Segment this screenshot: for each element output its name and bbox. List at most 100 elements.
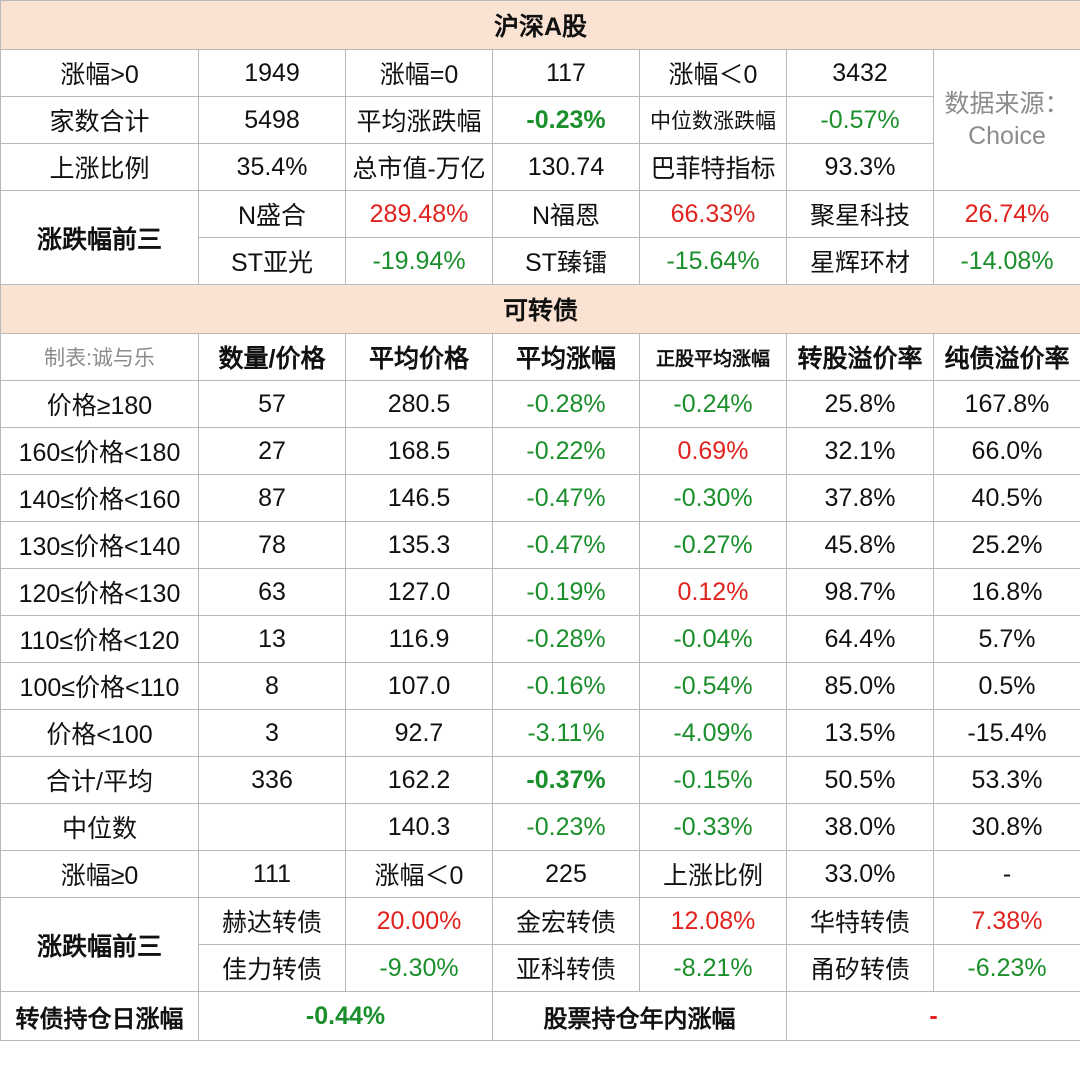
- cb-price-bucket-cell: 价格<100: [0, 709, 199, 757]
- cb-count-cell: 13: [198, 615, 346, 663]
- cb-avg-price-cell: 107.0: [345, 662, 493, 710]
- cb-bond-premium-cell: 53.3%: [933, 756, 1080, 804]
- a-median-change-value: -0.57%: [786, 96, 934, 144]
- cb-loser-2-pct: -8.21%: [639, 944, 787, 992]
- cb-header-stock-avg-change: 正股平均涨幅: [639, 333, 787, 381]
- cb-count-cell: 63: [198, 568, 346, 616]
- a-gainer-3-name: 聚星科技: [786, 190, 934, 238]
- cb-price-bucket-cell: 合计/平均: [0, 756, 199, 804]
- cb-count-cell: 78: [198, 521, 346, 569]
- cb-header-bond-premium: 纯债溢价率: [933, 333, 1080, 381]
- a-buffett-value: 93.3%: [786, 143, 934, 191]
- stock-holding-ytd-label: 股票持仓年内涨幅: [492, 991, 787, 1041]
- a-gainer-1-pct: 289.48%: [345, 190, 493, 238]
- cb-loser-1-pct: -9.30%: [345, 944, 493, 992]
- cb-price-bucket-cell: 120≤价格<130: [0, 568, 199, 616]
- a-flat-count: 117: [492, 49, 640, 97]
- cb-avg-change-cell: -3.11%: [492, 709, 640, 757]
- cb-stock-avg-change-cell: -4.09%: [639, 709, 787, 757]
- cb-conv-premium-cell: 98.7%: [786, 568, 934, 616]
- cb-loser-3-name: 甬矽转债: [786, 944, 934, 992]
- a-loser-2-pct: -15.64%: [639, 237, 787, 285]
- cb-gainer-3-pct: 7.38%: [933, 897, 1080, 945]
- cb-header-count: 数量/价格: [198, 333, 346, 381]
- a-loser-1-pct: -19.94%: [345, 237, 493, 285]
- cb-up-count: 111: [198, 850, 346, 898]
- cb-count-cell: [198, 803, 346, 851]
- cb-conv-premium-cell: 13.5%: [786, 709, 934, 757]
- cb-up-ratio-label: 上涨比例: [639, 850, 787, 898]
- cb-conv-premium-cell: 25.8%: [786, 380, 934, 428]
- a-gainer-3-pct: 26.74%: [933, 190, 1080, 238]
- a-loser-1-name: ST亚光: [198, 237, 346, 285]
- data-source-label: 数据来源：: [944, 90, 1070, 118]
- a-mktcap-value: 130.74: [492, 143, 640, 191]
- a-gainer-2-pct: 66.33%: [639, 190, 787, 238]
- data-source-name: Choice: [968, 122, 1046, 150]
- cb-avg-price-cell: 146.5: [345, 474, 493, 522]
- a-share-title: 沪深A股: [0, 0, 1080, 50]
- a-median-change-label: 中位数涨跌幅: [639, 96, 787, 144]
- cb-conv-premium-cell: 37.8%: [786, 474, 934, 522]
- a-up-ratio-value: 35.4%: [198, 143, 346, 191]
- cb-down-label: 涨幅＜0: [345, 850, 493, 898]
- table-maker: 制表:诚与乐: [0, 333, 199, 381]
- cb-row: 110≤价格<120 13 116.9 -0.28% -0.04% 64.4% 5.7%: [0, 615, 1080, 663]
- cb-price-bucket-cell: 160≤价格<180: [0, 427, 199, 475]
- cb-loser-2-name: 亚科转债: [492, 944, 640, 992]
- a-top3-label: 涨跌幅前三: [0, 190, 199, 285]
- a-avg-change-value: -0.23%: [492, 96, 640, 144]
- cb-conv-premium-cell: 45.8%: [786, 521, 934, 569]
- cb-stock-avg-change-cell: 0.12%: [639, 568, 787, 616]
- a-flat-label: 涨幅=0: [345, 49, 493, 97]
- cb-avg-change-cell: -0.22%: [492, 427, 640, 475]
- cb-conv-premium-cell: 32.1%: [786, 427, 934, 475]
- cb-stock-avg-change-cell: -0.27%: [639, 521, 787, 569]
- a-loser-2-name: ST臻镭: [492, 237, 640, 285]
- cb-count-cell: 3: [198, 709, 346, 757]
- cb-avg-change-cell: -0.16%: [492, 662, 640, 710]
- cb-count-cell: 87: [198, 474, 346, 522]
- a-up-label: 涨幅>0: [0, 49, 199, 97]
- cb-avg-price-cell: 140.3: [345, 803, 493, 851]
- cb-avg-change-cell: -0.28%: [492, 380, 640, 428]
- cb-avg-price-cell: 168.5: [345, 427, 493, 475]
- cb-bond-premium-cell: 25.2%: [933, 521, 1080, 569]
- cb-bond-premium-cell: 30.8%: [933, 803, 1080, 851]
- cb-header-avg-price: 平均价格: [345, 333, 493, 381]
- a-total-count: 5498: [198, 96, 346, 144]
- cb-row: 120≤价格<130 63 127.0 -0.19% 0.12% 98.7% 16.8%: [0, 568, 1080, 616]
- cb-bond-premium-cell: 167.8%: [933, 380, 1080, 428]
- a-down-label: 涨幅＜0: [639, 49, 787, 97]
- cb-row: 140≤价格<160 87 146.5 -0.47% -0.30% 37.8% 40.5%: [0, 474, 1080, 522]
- cb-conv-premium-cell: 64.4%: [786, 615, 934, 663]
- a-loser-3-name: 星辉环材: [786, 237, 934, 285]
- a-mktcap-label: 总市值-万亿: [345, 143, 493, 191]
- cb-avg-change-cell: -0.37%: [492, 756, 640, 804]
- a-up-count: 1949: [198, 49, 346, 97]
- cb-price-bucket-cell: 中位数: [0, 803, 199, 851]
- cb-conv-premium-cell: 38.0%: [786, 803, 934, 851]
- cb-gainer-3-name: 华特转债: [786, 897, 934, 945]
- cb-up-label: 涨幅≥0: [0, 850, 199, 898]
- cb-row: 130≤价格<140 78 135.3 -0.47% -0.27% 45.8% 25.2%: [0, 521, 1080, 569]
- cb-holding-change-value: -0.44%: [198, 991, 493, 1041]
- cb-avg-price-cell: 127.0: [345, 568, 493, 616]
- a-buffett-label: 巴菲特指标: [639, 143, 787, 191]
- cb-stock-avg-change-cell: -0.15%: [639, 756, 787, 804]
- cb-bond-premium-cell: 40.5%: [933, 474, 1080, 522]
- cb-avg-change-cell: -0.28%: [492, 615, 640, 663]
- cb-conv-premium-cell: 50.5%: [786, 756, 934, 804]
- cb-stock-avg-change-cell: 0.69%: [639, 427, 787, 475]
- cb-avg-price-cell: 162.2: [345, 756, 493, 804]
- cb-avg-change-cell: -0.23%: [492, 803, 640, 851]
- cb-row: 160≤价格<180 27 168.5 -0.22% 0.69% 32.1% 66.0%: [0, 427, 1080, 475]
- a-gainer-1-name: N盛合: [198, 190, 346, 238]
- cb-price-bucket-cell: 100≤价格<110: [0, 662, 199, 710]
- cb-price-bucket-cell: 140≤价格<160: [0, 474, 199, 522]
- a-up-ratio-label: 上涨比例: [0, 143, 199, 191]
- cb-header-conv-premium: 转股溢价率: [786, 333, 934, 381]
- cb-stock-avg-change-cell: -0.33%: [639, 803, 787, 851]
- cb-avg-price-cell: 280.5: [345, 380, 493, 428]
- market-summary-table: 沪深A股 涨幅>0 1949 涨幅=0 117 涨幅＜0 3432 数据来源： …: [0, 0, 1080, 1041]
